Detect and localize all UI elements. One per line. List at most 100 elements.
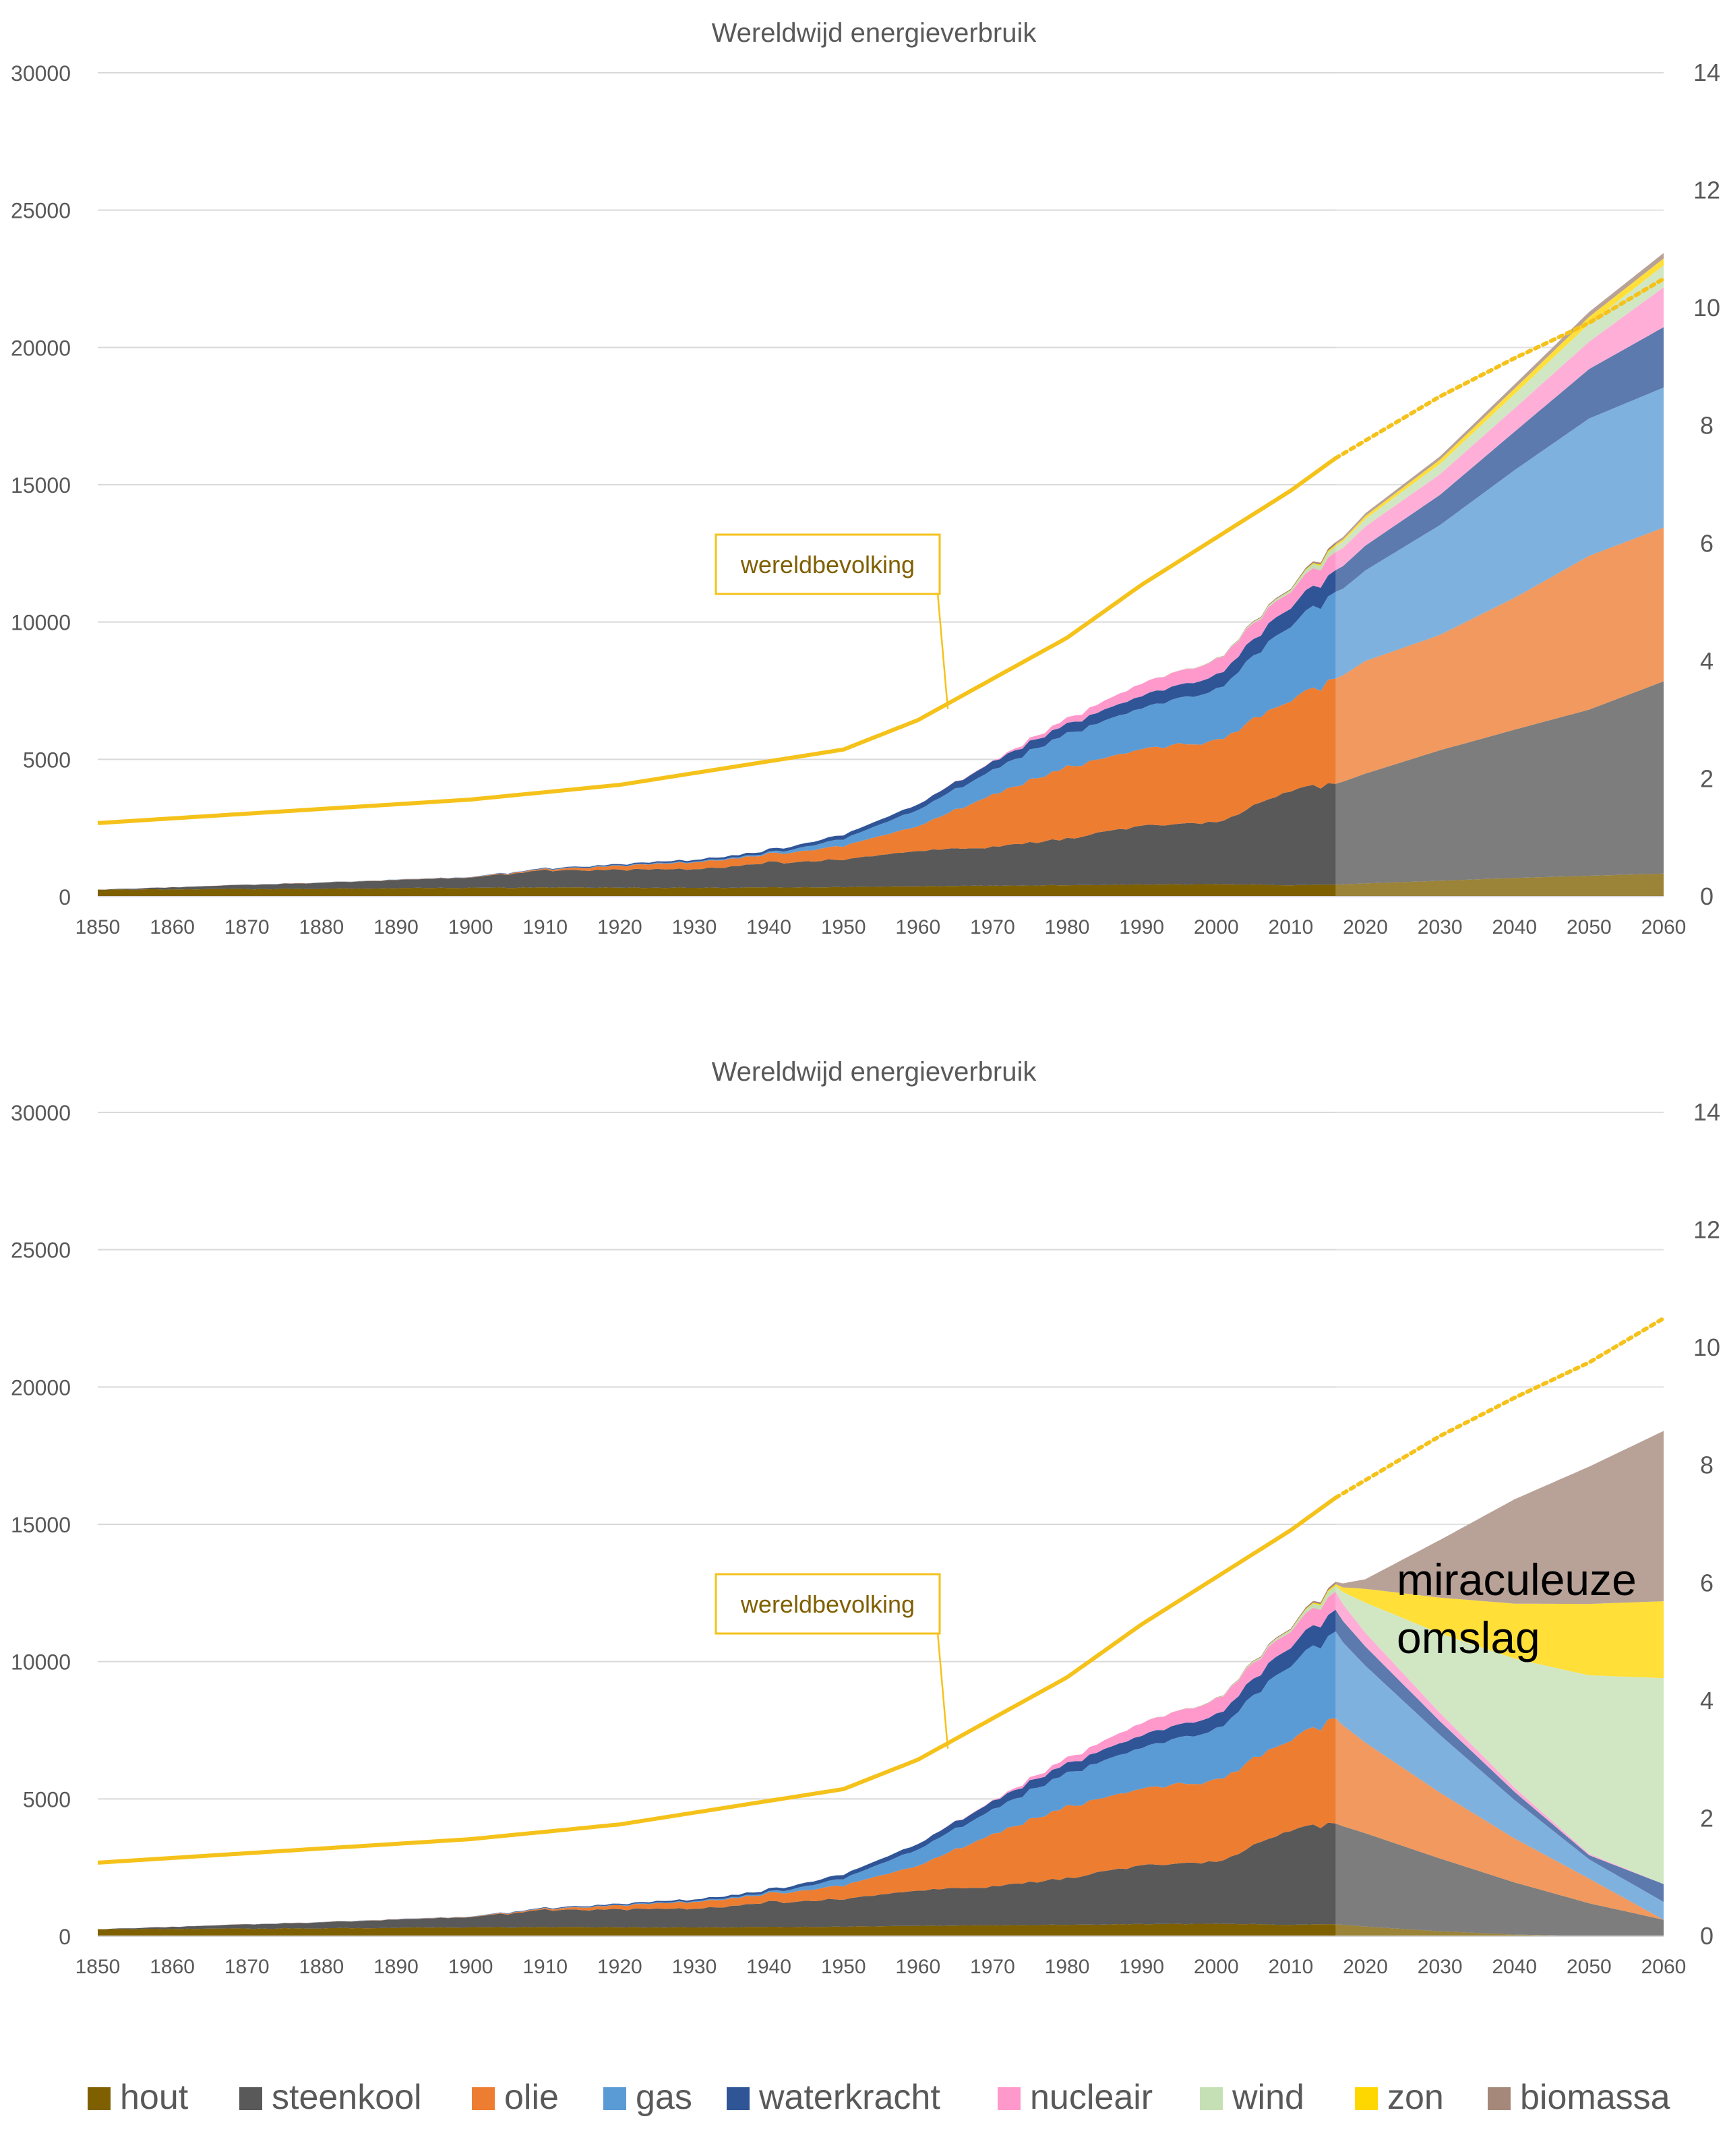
- y2-tick-label: 4: [1700, 1687, 1714, 1714]
- x-tick-label: 2040: [1492, 916, 1537, 938]
- square-swatch-icon: [239, 2087, 262, 2110]
- legend-label: waterkracht: [758, 2078, 940, 2117]
- square-swatch-icon: [88, 2087, 111, 2110]
- callout-leader-line: [936, 585, 949, 709]
- legend-item-zon: zon: [1355, 2078, 1444, 2117]
- x-tick-label: 1920: [597, 1956, 642, 1978]
- y-tick-label: 20000: [11, 336, 71, 360]
- x-tick-label: 1890: [373, 916, 419, 938]
- x-tick-label: 1940: [746, 916, 791, 938]
- x-tick-label: 2060: [1641, 916, 1687, 938]
- legend-item-wind: wind: [1200, 2078, 1304, 2117]
- y-tick-label: 0: [59, 885, 71, 909]
- legend-item-olie: olie: [472, 2078, 559, 2117]
- x-tick-label: 1910: [522, 916, 568, 938]
- y-tick-label: 0: [59, 1925, 71, 1949]
- y-tick-label: 20000: [11, 1375, 71, 1400]
- x-tick-label: 1870: [224, 916, 270, 938]
- legend-label: gas: [636, 2078, 692, 2117]
- x-tick-label: 1980: [1045, 1956, 1090, 1978]
- square-swatch-icon: [603, 2087, 626, 2110]
- y2-tick-label: 2: [1700, 765, 1714, 792]
- x-tick-label: 1950: [821, 916, 866, 938]
- x-tick-label: 1950: [821, 1956, 866, 1978]
- population-projection-line: [1333, 276, 1666, 460]
- area-steenkool: [98, 681, 1664, 890]
- y-tick-label: 5000: [23, 748, 71, 772]
- legend-item-steenkool: steenkool: [239, 2078, 422, 2117]
- x-tick-label: 1990: [1119, 1956, 1164, 1978]
- x-tick-label: 2030: [1418, 1956, 1463, 1978]
- y-tick-label: 25000: [11, 199, 71, 223]
- x-tick-label: 1960: [895, 1956, 940, 1978]
- y-tick-label: 25000: [11, 1238, 71, 1263]
- x-tick-label: 1870: [224, 1956, 270, 1978]
- x-tick-label: 1930: [672, 916, 717, 938]
- area-steenkool: [98, 1822, 1664, 1936]
- legend-label: biomassa: [1520, 2078, 1670, 2117]
- area-zon: [98, 1584, 1664, 1929]
- legend-item-hout: hout: [88, 2078, 189, 2117]
- y2-tick-label: 14: [1693, 59, 1720, 86]
- stacked-areas: [98, 1431, 1664, 1936]
- square-swatch-icon: [1200, 2087, 1223, 2110]
- y-tick-label: 5000: [23, 1787, 71, 1811]
- y2-tick-label: 0: [1700, 1922, 1714, 1950]
- y-tick-label: 10000: [11, 611, 71, 635]
- x-tick-label: 1980: [1045, 916, 1090, 938]
- y2-tick-label: 8: [1700, 412, 1714, 440]
- legend-label: olie: [504, 2078, 559, 2117]
- population-projection-line: [1333, 1316, 1666, 1500]
- population-line: [97, 456, 1337, 825]
- projection-shade: [1335, 1112, 1664, 1936]
- x-tick-label: 1910: [522, 1956, 568, 1978]
- chart-panel-2: Wereldwijd energieverbruik 0 5000 10000 1500…: [11, 1057, 1720, 1978]
- population-line: [97, 1496, 1337, 1865]
- callout-label: wereldbevolking: [740, 551, 915, 578]
- y2-tick-label: 8: [1700, 1451, 1714, 1479]
- callout-box: [715, 533, 941, 595]
- callout-label: wereldbevolking: [740, 1590, 915, 1618]
- chart-panel-1: Wereldwijd energieverbruik 0 5000 10000 1500…: [11, 18, 1720, 938]
- area-hout: [98, 1923, 1664, 1936]
- x-tick-label: 1850: [75, 916, 121, 938]
- area-gas: [98, 1631, 1664, 1929]
- square-swatch-icon: [1355, 2087, 1378, 2110]
- x-tick-label: 1900: [448, 1956, 493, 1978]
- chart-title: Wereldwijd energieverbruik: [712, 1057, 1037, 1087]
- x-tick-label: 2010: [1269, 1956, 1314, 1978]
- y-tick-label: 15000: [11, 473, 71, 498]
- x-tick-label: 2000: [1194, 916, 1239, 938]
- projection-shade: [1335, 73, 1664, 897]
- legend-item-gas: gas: [603, 2078, 692, 2117]
- y2-tick-label: 10: [1693, 294, 1720, 322]
- area-olie: [98, 1718, 1664, 1929]
- legend-item-biomassa: biomassa: [1488, 2078, 1670, 2117]
- x-tick-label: 2060: [1641, 1956, 1687, 1978]
- y2-tick-label: 2: [1700, 1804, 1714, 1832]
- legend-item-waterkracht: waterkracht: [727, 2078, 940, 2117]
- square-swatch-icon: [472, 2087, 495, 2110]
- stacked-areas: [98, 253, 1664, 897]
- x-tick-label: 1940: [746, 1956, 791, 1978]
- square-swatch-icon: [727, 2087, 750, 2110]
- y2-tick-label: 6: [1700, 529, 1714, 557]
- area-olie: [98, 527, 1664, 890]
- x-tick-label: 1900: [448, 916, 493, 938]
- x-tick-label: 1860: [150, 916, 195, 938]
- legend-label: steenkool: [272, 2078, 422, 2117]
- y2-tick-label: 6: [1700, 1569, 1714, 1596]
- legend-label: nucleair: [1030, 2078, 1153, 2117]
- x-tick-label: 1960: [895, 916, 940, 938]
- x-tick-label: 1990: [1119, 916, 1164, 938]
- y-tick-label: 10000: [11, 1650, 71, 1675]
- legend: hout steenkool olie gas waterkracht nucleair w…: [88, 2078, 1670, 2117]
- legend-item-nucleair: nucleair: [998, 2078, 1153, 2117]
- callout-box: [715, 1573, 941, 1635]
- x-tick-label: 1880: [299, 916, 344, 938]
- area-hout: [98, 873, 1664, 897]
- annotation-text: miraculeuze: [1397, 1555, 1637, 1605]
- x-tick-label: 1920: [597, 916, 642, 938]
- x-tick-label: 2040: [1492, 1956, 1537, 1978]
